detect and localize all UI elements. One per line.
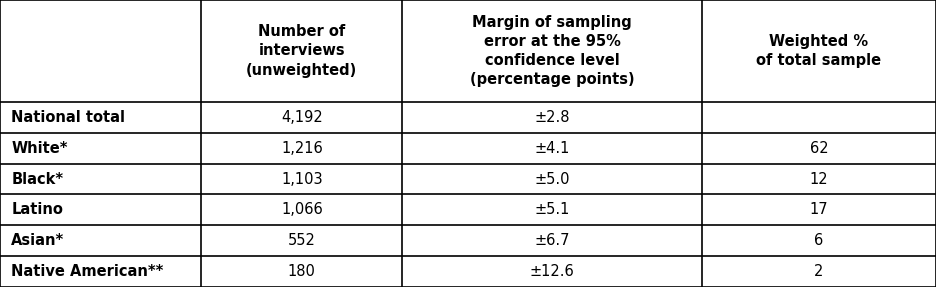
Text: ±5.1: ±5.1 bbox=[534, 202, 570, 217]
Text: National total: National total bbox=[11, 110, 125, 125]
Bar bbox=[0, 256, 201, 287]
Bar bbox=[402, 256, 702, 287]
Bar bbox=[201, 102, 402, 133]
Bar bbox=[402, 164, 702, 195]
Bar bbox=[0, 164, 201, 195]
Text: 6: 6 bbox=[814, 233, 824, 248]
Text: Number of
interviews
(unweighted): Number of interviews (unweighted) bbox=[246, 24, 358, 78]
Text: 552: 552 bbox=[288, 233, 315, 248]
Bar bbox=[0, 0, 201, 102]
Bar bbox=[201, 133, 402, 164]
Text: ±4.1: ±4.1 bbox=[534, 141, 570, 156]
Text: 1,066: 1,066 bbox=[281, 202, 323, 217]
Text: Weighted %
of total sample: Weighted % of total sample bbox=[756, 34, 882, 68]
Text: ±12.6: ±12.6 bbox=[530, 264, 575, 279]
Bar bbox=[201, 225, 402, 256]
Text: Asian*: Asian* bbox=[11, 233, 65, 248]
Bar bbox=[402, 102, 702, 133]
Text: Black*: Black* bbox=[11, 172, 64, 187]
Bar bbox=[702, 0, 936, 102]
Text: White*: White* bbox=[11, 141, 67, 156]
Text: Margin of sampling
error at the 95%
confidence level
(percentage points): Margin of sampling error at the 95% conf… bbox=[470, 15, 635, 87]
Text: 180: 180 bbox=[288, 264, 315, 279]
Text: 2: 2 bbox=[814, 264, 824, 279]
Bar bbox=[0, 195, 201, 225]
Bar bbox=[201, 164, 402, 195]
Text: ±5.0: ±5.0 bbox=[534, 172, 570, 187]
Bar bbox=[702, 256, 936, 287]
Text: 17: 17 bbox=[810, 202, 828, 217]
Text: ±2.8: ±2.8 bbox=[534, 110, 570, 125]
Bar bbox=[201, 195, 402, 225]
Bar bbox=[702, 102, 936, 133]
Bar bbox=[201, 0, 402, 102]
Bar bbox=[0, 225, 201, 256]
Text: 1,103: 1,103 bbox=[281, 172, 323, 187]
Text: ±6.7: ±6.7 bbox=[534, 233, 570, 248]
Text: 12: 12 bbox=[810, 172, 828, 187]
Bar bbox=[402, 225, 702, 256]
Bar bbox=[702, 133, 936, 164]
Bar bbox=[702, 225, 936, 256]
Text: Latino: Latino bbox=[11, 202, 63, 217]
Text: Native American**: Native American** bbox=[11, 264, 164, 279]
Bar bbox=[402, 133, 702, 164]
Bar bbox=[0, 133, 201, 164]
Bar bbox=[702, 164, 936, 195]
Bar bbox=[402, 0, 702, 102]
Text: 62: 62 bbox=[810, 141, 828, 156]
Bar bbox=[702, 195, 936, 225]
Bar bbox=[201, 256, 402, 287]
Text: 1,216: 1,216 bbox=[281, 141, 323, 156]
Bar bbox=[0, 102, 201, 133]
Text: 4,192: 4,192 bbox=[281, 110, 323, 125]
Bar bbox=[402, 195, 702, 225]
